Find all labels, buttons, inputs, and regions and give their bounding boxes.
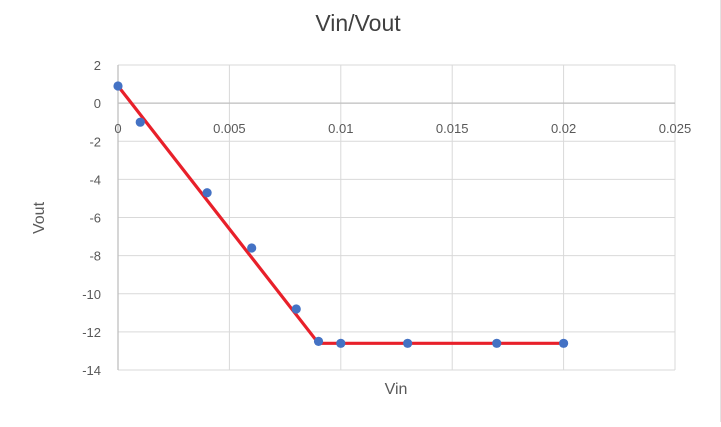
x-axis-label: Vin [385,381,408,398]
x-tick-label: 0.01 [328,121,353,136]
data-point [202,188,212,198]
x-tick-label: 0.025 [659,121,692,136]
data-point [492,338,502,348]
x-tick-label: 0.015 [436,121,469,136]
y-tick-label: -4 [89,172,101,187]
x-tick-label: 0 [114,121,121,136]
data-point [313,336,324,347]
chart-title: Vin/Vout [315,10,401,36]
data-point [403,338,413,348]
y-tick-label: -12 [82,325,101,340]
y-tick-label: 0 [94,96,101,111]
y-tick-label: 2 [94,58,101,73]
data-point [247,243,257,253]
data-point [113,81,123,91]
data-point [291,304,301,314]
y-tick-label: -2 [89,134,101,149]
y-tick-label: -10 [82,287,101,302]
data-point [559,338,569,348]
x-tick-label: 0.005 [213,121,246,136]
data-point [336,338,346,348]
data-point [135,117,145,127]
y-tick-label: -6 [89,211,101,226]
y-axis-label: Vout [31,201,48,234]
y-tick-label: -8 [89,249,101,264]
y-tick-label: -14 [82,363,101,378]
plot-layer: 2 0 -2 -4 -6 -8 -10 -12 -14 0 0.005 0.01 0.015 0.02 0.… [82,58,691,378]
x-tick-label: 0.02 [551,121,576,136]
